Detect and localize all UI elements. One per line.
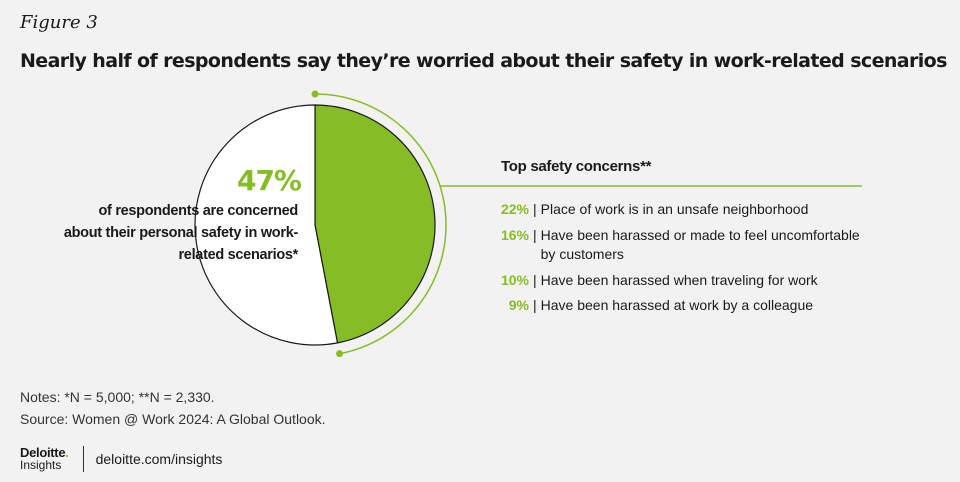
concern-item: 22% | Place of work is in an unsafe neig…	[470, 200, 870, 219]
concern-item: 16% | Have been harassed or made to feel…	[470, 226, 870, 264]
footer: Deloitte. Insights deloitte.com/insights	[20, 446, 222, 472]
source: Source: Women @ Work 2024: A Global Outl…	[20, 411, 326, 427]
pie-slice-other	[194, 104, 339, 346]
figure-label: Figure 3	[20, 12, 98, 33]
highlight-arc-start-dot	[311, 90, 319, 98]
concern-separator: |	[533, 201, 537, 217]
highlight-arc-end-dot	[336, 350, 344, 358]
concern-pct: 16%	[500, 227, 529, 243]
notes: Notes: *N = 5,000; **N = 2,330.	[20, 389, 215, 405]
concern-text: Have been harassed or made to feel uncom…	[540, 227, 860, 262]
logo-dot: .	[65, 445, 69, 460]
footer-link[interactable]: deloitte.com/insights	[95, 451, 223, 467]
pie-slice-concerned	[314, 104, 436, 344]
concern-pct: 10%	[500, 272, 529, 288]
deloitte-insights-logo: Deloitte. Insights	[20, 446, 69, 472]
concern-separator: |	[533, 297, 537, 313]
concern-pct: 9%	[508, 297, 529, 313]
chart-title: Nearly half of respondents say they’re w…	[20, 50, 947, 72]
concern-text: Have been harassed at work by a colleagu…	[540, 297, 814, 313]
concern-separator: |	[533, 272, 537, 288]
concern-item: 9% | Have been harassed at work by a col…	[470, 296, 870, 315]
concern-item: 10% | Have been harassed when traveling …	[470, 271, 870, 290]
concern-pct: 22%	[500, 201, 529, 217]
notes-block: Notes: *N = 5,000; **N = 2,330. Source: …	[20, 386, 326, 430]
highlight-value: 47%	[236, 164, 302, 197]
logo-deloitte: Deloitte	[20, 445, 66, 460]
footer-divider	[82, 446, 84, 472]
concern-text: Place of work is in an unsafe neighborho…	[540, 201, 809, 217]
highlight-description: of respondents are concerned about their…	[63, 203, 298, 263]
logo-insights: Insights	[20, 458, 62, 472]
highlight-arc	[314, 93, 447, 355]
concern-text: Have been harassed when traveling for wo…	[540, 272, 818, 288]
breakdown-title: Top safety concerns**	[501, 158, 652, 175]
concern-separator: |	[533, 227, 537, 243]
